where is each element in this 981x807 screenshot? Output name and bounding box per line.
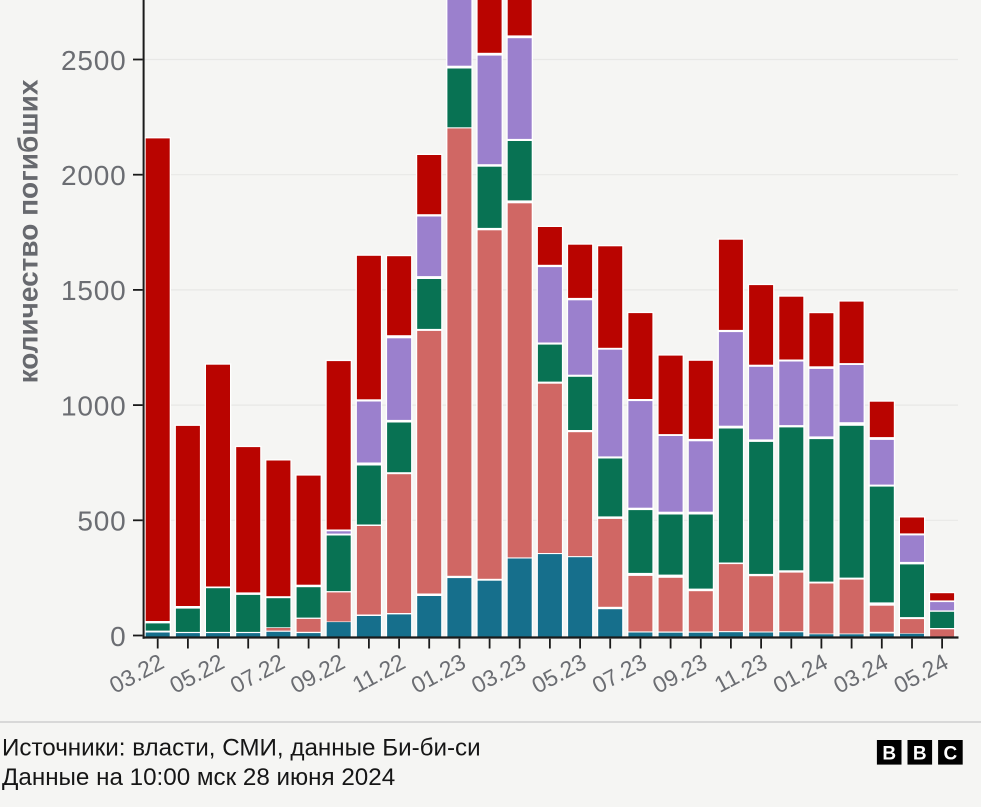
- svg-text:C: C: [944, 743, 958, 764]
- svg-text:1000: 1000: [61, 390, 127, 421]
- svg-text:500: 500: [77, 506, 126, 537]
- svg-text:2000: 2000: [61, 160, 127, 191]
- svg-text:B: B: [882, 743, 896, 764]
- svg-text:Источники: власти, СМИ, данные: Источники: власти, СМИ, данные Би-би-си: [2, 735, 481, 762]
- svg-text:количество погибших: количество погибших: [13, 79, 44, 383]
- svg-text:Данные на 10:00 мск 28 июня 20: Данные на 10:00 мск 28 июня 2024: [2, 764, 395, 791]
- svg-text:0: 0: [110, 621, 126, 652]
- svg-text:1500: 1500: [61, 275, 127, 306]
- svg-text:B: B: [913, 743, 927, 764]
- svg-text:2500: 2500: [61, 45, 127, 76]
